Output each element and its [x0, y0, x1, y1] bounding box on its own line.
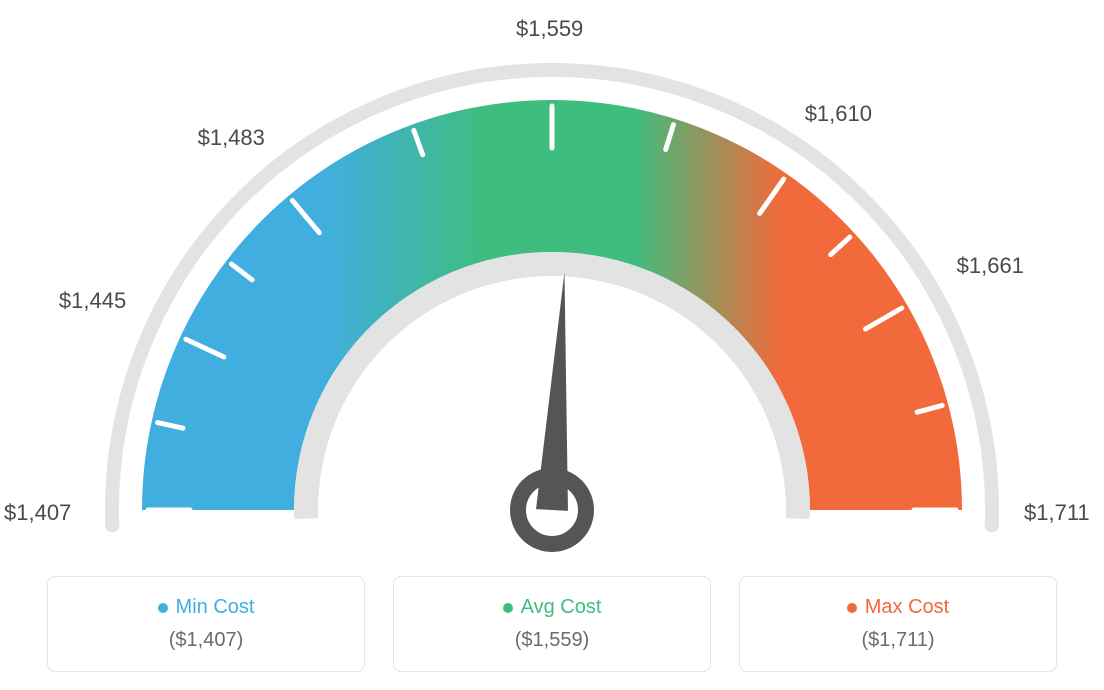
- scale-label: $1,407: [4, 500, 71, 526]
- legend-min-label: Min Cost: [176, 596, 255, 619]
- legend-row: Min Cost ($1,407) Avg Cost ($1,559) Max …: [47, 576, 1057, 672]
- gauge-chart: $1,407$1,445$1,483$1,559$1,610$1,661$1,7…: [52, 10, 1052, 570]
- legend-min: Min Cost ($1,407): [47, 576, 365, 672]
- legend-avg-title: Avg Cost: [503, 596, 602, 619]
- scale-label: $1,661: [957, 253, 1024, 279]
- dot-icon: [158, 603, 168, 613]
- legend-avg-label: Avg Cost: [521, 596, 602, 619]
- legend-max-label: Max Cost: [865, 596, 949, 619]
- legend-avg-value: ($1,559): [515, 629, 590, 652]
- scale-label: $1,445: [59, 288, 126, 314]
- legend-avg: Avg Cost ($1,559): [393, 576, 711, 672]
- dot-icon: [847, 603, 857, 613]
- legend-max: Max Cost ($1,711): [739, 576, 1057, 672]
- legend-min-title: Min Cost: [158, 596, 255, 619]
- legend-min-value: ($1,407): [169, 629, 244, 652]
- legend-max-title: Max Cost: [847, 596, 949, 619]
- scale-label: $1,711: [1024, 500, 1090, 526]
- gauge-svg: [52, 10, 1052, 570]
- scale-label: $1,610: [805, 101, 872, 127]
- legend-max-value: ($1,711): [861, 629, 934, 652]
- scale-label: $1,483: [198, 125, 265, 151]
- dot-icon: [503, 603, 513, 613]
- scale-label: $1,559: [516, 16, 583, 42]
